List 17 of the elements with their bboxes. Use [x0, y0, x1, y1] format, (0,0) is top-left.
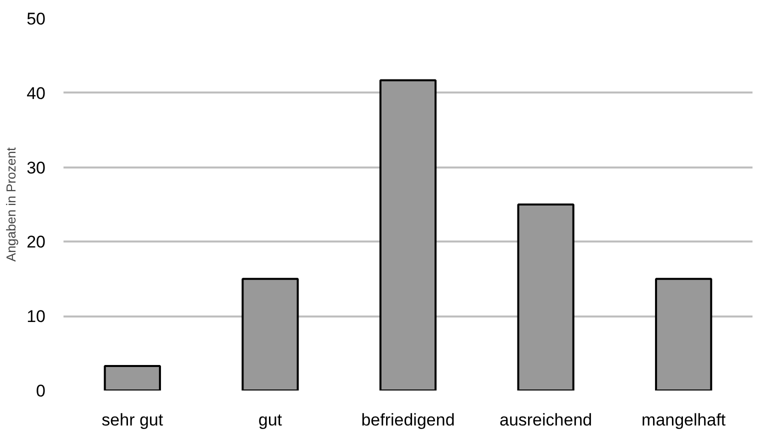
x-tick-label: mangelhaft: [642, 410, 726, 430]
x-tick-label: sehr gut: [102, 410, 164, 430]
y-tick-label: 0: [36, 382, 46, 400]
bar: [655, 278, 712, 390]
y-axis-title: Angaben in Prozent: [4, 147, 19, 262]
y-tick-label: 50: [26, 10, 46, 28]
x-tick-label: gut: [258, 410, 282, 430]
bar: [104, 364, 161, 390]
y-tick-label: 10: [26, 307, 46, 326]
bar: [517, 204, 574, 390]
x-tick-label: befriedigend: [361, 410, 455, 430]
x-tick-label: ausreichend: [499, 410, 592, 430]
bar: [379, 79, 437, 390]
bar: [242, 278, 299, 390]
y-tick-label: 30: [26, 158, 46, 178]
y-tick-label: 40: [26, 84, 46, 103]
y-tick-label: 20: [26, 232, 46, 252]
